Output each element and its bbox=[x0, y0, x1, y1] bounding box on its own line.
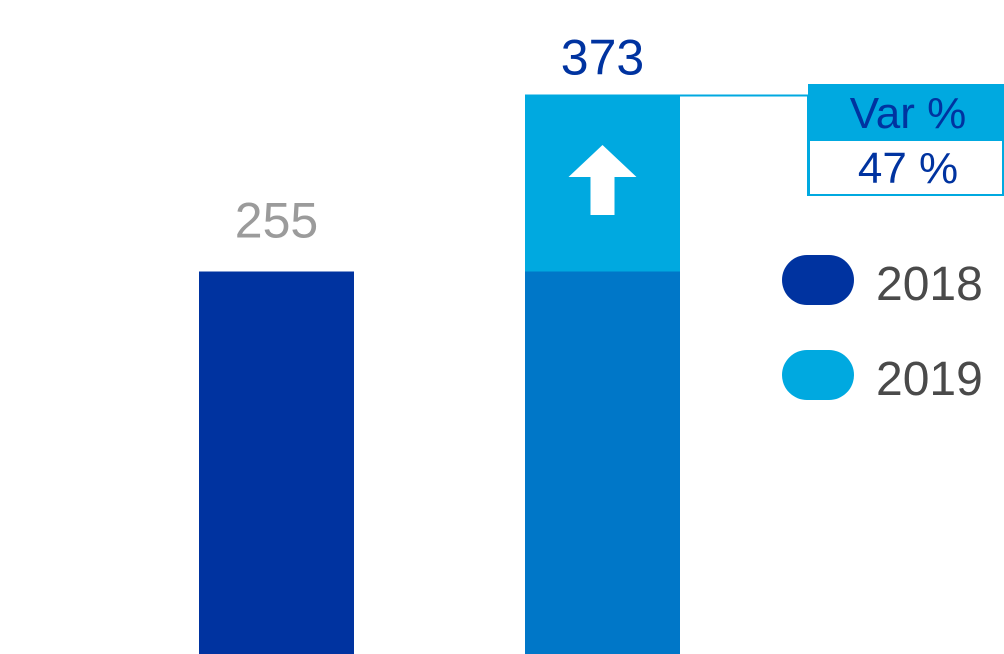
bar-2018 bbox=[199, 271, 354, 654]
bars-group bbox=[199, 94, 680, 654]
value-label-2018: 255 bbox=[235, 193, 318, 249]
variation-box: Var % 47 % bbox=[808, 84, 1004, 196]
variation-header-bg bbox=[808, 84, 1004, 140]
value-label-2019: 373 bbox=[561, 30, 644, 86]
legend: 2018 2019 bbox=[782, 255, 983, 406]
variation-header: Var % bbox=[850, 89, 967, 138]
arrow-up-icon bbox=[568, 145, 637, 215]
legend-label-2019: 2019 bbox=[876, 353, 983, 406]
variation-value: 47 % bbox=[858, 144, 958, 193]
variation-value-bg bbox=[808, 139, 1004, 196]
legend-label-2018: 2018 bbox=[876, 258, 983, 311]
legend-swatch-2019 bbox=[782, 350, 854, 400]
legend-swatch-2018 bbox=[782, 255, 854, 305]
bar-2019-base bbox=[525, 271, 680, 654]
value-labels-group: 255 373 bbox=[235, 30, 644, 249]
